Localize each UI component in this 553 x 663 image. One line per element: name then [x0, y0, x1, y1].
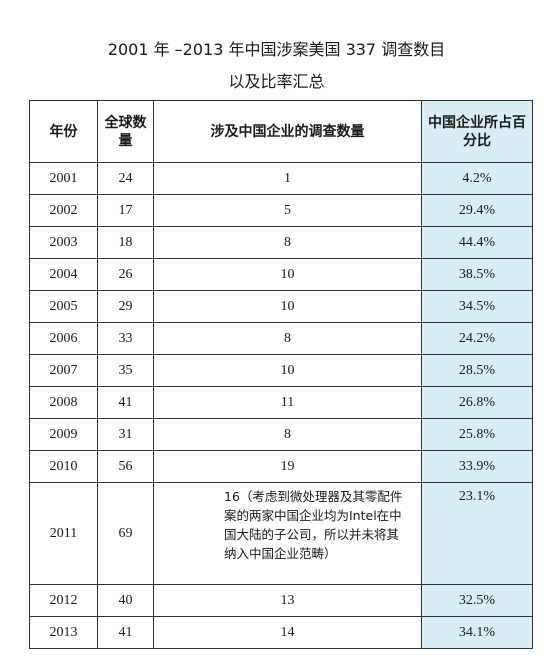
cell-year: 2011 — [29, 482, 98, 585]
cell-global-count: 56 — [97, 450, 154, 483]
cell-year: 2010 — [29, 450, 98, 483]
table-row: 2010 56 19 33.9% — [29, 450, 533, 483]
cell-china-count: 14 — [153, 616, 422, 649]
cell-china-count: 10 — [153, 354, 422, 387]
cell-global-count: 29 — [97, 290, 154, 323]
header-china-count: 涉及中国企业的调查数量 — [153, 100, 422, 163]
cell-year: 2006 — [29, 322, 98, 355]
cell-year: 2008 — [29, 386, 98, 419]
table-row: 2003 18 8 44.4% — [29, 226, 533, 259]
cell-china-percentage: 24.2% — [421, 322, 533, 355]
cell-china-count: 11 — [153, 386, 422, 419]
table-row: 2008 41 11 26.8% — [29, 386, 533, 419]
table-row: 2011 69 16（考虑到微处理器及其零配件案的两家中国企业均为Intel在中国大… — [29, 482, 533, 585]
table-row: 2009 31 8 25.8% — [29, 418, 533, 451]
header-row: 年份 全球数量 涉及中国企业的调查数量 中国企业所占百分比 — [29, 100, 533, 163]
cell-global-count: 33 — [97, 322, 154, 355]
cell-year: 2012 — [29, 584, 98, 617]
cell-china-percentage: 32.5% — [421, 584, 533, 617]
cell-china-count: 1 — [153, 162, 422, 195]
cell-china-percentage: 4.2% — [421, 162, 533, 195]
cell-china-count: 5 — [153, 194, 422, 227]
cell-global-count: 24 — [97, 162, 154, 195]
cell-year: 2009 — [29, 418, 98, 451]
cell-global-count: 69 — [97, 482, 154, 585]
table-row: 2006 33 8 24.2% — [29, 322, 533, 355]
cell-china-percentage: 23.1% — [421, 482, 533, 585]
cell-china-count: 8 — [153, 226, 422, 259]
cell-china-percentage: 26.8% — [421, 386, 533, 419]
table-row: 2001 24 1 4.2% — [29, 162, 533, 195]
cell-year: 2003 — [29, 226, 98, 259]
cell-global-count: 40 — [97, 584, 154, 617]
cell-china-count: 19 — [153, 450, 422, 483]
table-row: 2007 35 10 28.5% — [29, 354, 533, 387]
cell-china-count: 8 — [153, 322, 422, 355]
cell-year: 2001 — [29, 162, 98, 195]
cell-global-count: 41 — [97, 616, 154, 649]
header-china-percentage: 中国企业所占百分比 — [421, 100, 533, 163]
cell-global-count: 18 — [97, 226, 154, 259]
cell-year: 2007 — [29, 354, 98, 387]
cell-china-count: 10 — [153, 258, 422, 291]
cell-year: 2005 — [29, 290, 98, 323]
cell-china-percentage: 34.1% — [421, 616, 533, 649]
cell-china-count: 13 — [153, 584, 422, 617]
cell-global-count: 41 — [97, 386, 154, 419]
investigation-table: 年份 全球数量 涉及中国企业的调查数量 中国企业所占百分比 2001 24 1 4.2… — [29, 100, 533, 649]
cell-china-percentage: 33.9% — [421, 450, 533, 483]
table-title-line-1: 2001 年 –2013 年中国涉案美国 337 调查数目 — [107, 40, 446, 59]
cell-china-count: 8 — [153, 418, 422, 451]
cell-global-count: 26 — [97, 258, 154, 291]
cell-global-count: 35 — [97, 354, 154, 387]
cell-year: 2004 — [29, 258, 98, 291]
cell-china-percentage: 44.4% — [421, 226, 533, 259]
header-global-count: 全球数量 — [97, 100, 154, 163]
cell-china-percentage: 25.8% — [421, 418, 533, 451]
header-year: 年份 — [29, 100, 98, 163]
cell-china-percentage: 29.4% — [421, 194, 533, 227]
cell-china-count: 10 — [153, 290, 422, 323]
table-row: 2005 29 10 34.5% — [29, 290, 533, 323]
table-row: 2013 41 14 34.1% — [29, 616, 533, 649]
cell-china-percentage: 28.5% — [421, 354, 533, 387]
cell-china-percentage: 38.5% — [421, 258, 533, 291]
table-row: 2004 26 10 38.5% — [29, 258, 533, 291]
cell-year: 2013 — [29, 616, 98, 649]
cell-china-count: 16（考虑到微处理器及其零配件案的两家中国企业均为Intel在中国大陆的子公司，… — [153, 482, 422, 585]
cell-year: 2002 — [29, 194, 98, 227]
cell-china-percentage: 34.5% — [421, 290, 533, 323]
cell-global-count: 31 — [97, 418, 154, 451]
cell-global-count: 17 — [97, 194, 154, 227]
table-title-line-2: 以及比率汇总 — [228, 72, 325, 91]
table-row: 2012 40 13 32.5% — [29, 584, 533, 617]
table-row: 2002 17 5 29.4% — [29, 194, 533, 227]
